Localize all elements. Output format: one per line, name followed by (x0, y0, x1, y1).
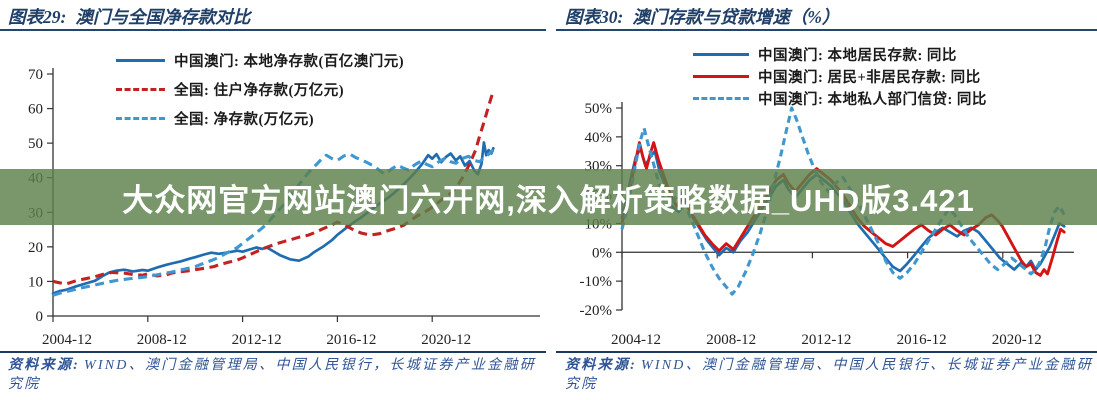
right-chart-title-text: 澳门存款与贷款增速（%） (632, 7, 840, 27)
svg-text:60: 60 (28, 102, 43, 118)
watermark-banner-overlay: 大众网官方网站澳门六开网,深入解析策略数据_UHD版3.421 (0, 169, 1097, 225)
legend-label: 全国: 住户净存款(万亿元) (174, 83, 345, 99)
right-source-divider (556, 351, 1097, 353)
svg-text:2020-12: 2020-12 (992, 332, 1042, 348)
svg-text:10: 10 (28, 274, 43, 290)
legend-line-sample-lightblue-dashed (693, 96, 749, 100)
legend-line-sample-blue-solid (116, 59, 165, 62)
right-title-underline (556, 29, 1097, 32)
legend-item: 中国澳门: 本地私人部门信贷: 同比 (693, 87, 987, 109)
svg-text:20: 20 (28, 240, 43, 256)
svg-text:-20%: -20% (580, 303, 613, 319)
left-chart-title-number: 图表29: (8, 7, 67, 27)
legend-item: 中国澳门: 居民+非居民存款: 同比 (693, 65, 987, 87)
series-line-0-0 (51, 141, 495, 295)
svg-text:2016-12: 2016-12 (897, 332, 947, 348)
svg-text:2004-12: 2004-12 (42, 332, 92, 348)
svg-text:50%: 50% (585, 101, 613, 117)
right-chart-source: 资料来源: WIND、澳门金融管理局、中国人民银行、长城证券产业金融研究院 (565, 356, 1093, 394)
legend-item: 中国澳门: 本地居民存款: 同比 (693, 43, 987, 65)
series-line-0-1 (52, 90, 495, 286)
legend-label: 中国澳门: 居民+非居民存款: 同比 (758, 69, 981, 86)
svg-text:2016-12: 2016-12 (326, 332, 376, 348)
svg-text:2004-12: 2004-12 (611, 332, 661, 348)
source-label: 资料来源: (565, 358, 638, 373)
left-title-underline (0, 29, 546, 32)
svg-text:2008-12: 2008-12 (706, 332, 756, 348)
watermark-banner-text: 大众网官方网站澳门六开网,深入解析策略数据_UHD版3.421 (122, 182, 975, 218)
legend-line-sample-blue-solid (693, 52, 749, 56)
svg-text:2020-12: 2020-12 (421, 332, 471, 348)
legend-item: 全国: 住户净存款(万亿元) (116, 75, 404, 104)
right-chart-title: 图表30: 澳门存款与贷款增速（%） (565, 4, 839, 30)
legend-label: 中国澳门: 本地私人部门信贷: 同比 (758, 91, 987, 108)
svg-text:2012-12: 2012-12 (232, 332, 282, 348)
svg-text:40%: 40% (585, 130, 613, 146)
legend-item: 全国: 净存款(万亿元) (116, 104, 404, 133)
legend-label: 中国澳门: 本地居民存款: 同比 (758, 47, 957, 64)
left-chart-legend: 中国澳门: 本地净存款(百亿澳门元) 全国: 住户净存款(万亿元) 全国: 净存… (116, 46, 404, 133)
svg-text:2008-12: 2008-12 (137, 332, 187, 348)
left-source-divider (0, 351, 546, 353)
legend-label: 全国: 净存款(万亿元) (174, 112, 315, 128)
source-text: WIND、澳门金融管理局、中国人民银行，长城证券产业金融研究院 (8, 358, 536, 392)
svg-text:50: 50 (28, 136, 43, 152)
left-chart-source: 资料来源: WIND、澳门金融管理局、中国人民银行，长城证券产业金融研究院 (8, 356, 536, 394)
left-chart-title-text: 澳门与全国净存款对比 (75, 7, 251, 27)
legend-item: 中国澳门: 本地净存款(百亿澳门元) (116, 46, 404, 75)
svg-text:2012-12: 2012-12 (801, 332, 851, 348)
legend-line-sample-lightblue-dashed (116, 117, 165, 120)
svg-text:-10%: -10% (580, 274, 613, 290)
right-chart-legend: 中国澳门: 本地居民存款: 同比 中国澳门: 居民+非居民存款: 同比 中国澳门… (693, 43, 987, 109)
svg-text:70: 70 (28, 67, 43, 83)
svg-text:0%: 0% (592, 245, 612, 261)
svg-text:0: 0 (36, 309, 44, 325)
legend-line-sample-red-solid (693, 74, 749, 78)
left-chart-title: 图表29: 澳门与全国净存款对比 (8, 4, 250, 30)
source-label: 资料来源: (8, 358, 81, 373)
source-text: WIND、澳门金融管理局、中国人民银行、长城证券产业金融研究院 (565, 358, 1093, 392)
legend-line-sample-red-dashed (116, 88, 165, 91)
right-chart-title-number: 图表30: (565, 7, 624, 27)
legend-label: 中国澳门: 本地净存款(百亿澳门元) (174, 54, 405, 70)
